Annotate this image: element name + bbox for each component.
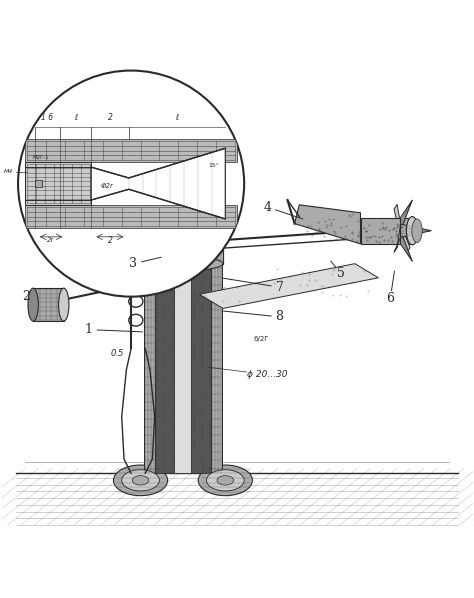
Text: 2: 2 (22, 290, 30, 303)
Ellipse shape (155, 243, 211, 255)
Text: 6/2Γ: 6/2Γ (254, 336, 269, 342)
Text: 7: 7 (275, 280, 283, 294)
Ellipse shape (132, 475, 149, 485)
Polygon shape (294, 205, 361, 244)
Text: ℓ: ℓ (175, 114, 179, 123)
Polygon shape (35, 180, 42, 187)
Polygon shape (401, 200, 412, 231)
Text: 1: 1 (85, 323, 93, 336)
Ellipse shape (207, 470, 244, 491)
Text: ϕ 20...30: ϕ 20...30 (246, 370, 287, 379)
Ellipse shape (143, 242, 223, 258)
Text: 15°: 15° (209, 163, 219, 169)
Ellipse shape (217, 475, 234, 485)
Polygon shape (33, 288, 64, 321)
Polygon shape (25, 205, 237, 228)
Ellipse shape (28, 288, 38, 321)
Polygon shape (155, 264, 211, 473)
Text: 3: 3 (129, 257, 137, 270)
Polygon shape (401, 224, 431, 237)
Ellipse shape (143, 257, 223, 271)
Text: 2: 2 (108, 114, 112, 123)
Polygon shape (143, 249, 223, 264)
Text: ℓ: ℓ (74, 114, 77, 123)
Ellipse shape (122, 470, 159, 491)
Text: 2r: 2r (47, 237, 55, 243)
Polygon shape (91, 148, 225, 219)
Polygon shape (401, 205, 410, 237)
Polygon shape (200, 264, 378, 309)
Polygon shape (401, 231, 412, 261)
Text: M2Γ-1: M2Γ-1 (32, 155, 49, 160)
Text: 4: 4 (264, 201, 272, 213)
Polygon shape (361, 218, 412, 244)
Polygon shape (394, 205, 401, 237)
Text: 5: 5 (337, 267, 345, 280)
Text: 2: 2 (108, 236, 112, 245)
Polygon shape (394, 224, 401, 252)
Text: Φ2r: Φ2r (101, 183, 114, 189)
Text: 1 6: 1 6 (41, 114, 54, 123)
Polygon shape (25, 163, 91, 205)
Ellipse shape (406, 216, 418, 245)
Text: M4: M4 (4, 169, 13, 175)
Ellipse shape (412, 219, 422, 242)
Polygon shape (174, 259, 191, 473)
Polygon shape (211, 264, 221, 473)
Polygon shape (144, 264, 155, 473)
Text: 8: 8 (275, 310, 283, 324)
Circle shape (18, 71, 244, 297)
Polygon shape (401, 224, 410, 252)
Ellipse shape (198, 465, 252, 496)
Polygon shape (25, 139, 237, 163)
Text: 6: 6 (386, 292, 394, 306)
Ellipse shape (59, 288, 69, 321)
Ellipse shape (113, 465, 168, 496)
Text: 0.5: 0.5 (110, 349, 124, 358)
